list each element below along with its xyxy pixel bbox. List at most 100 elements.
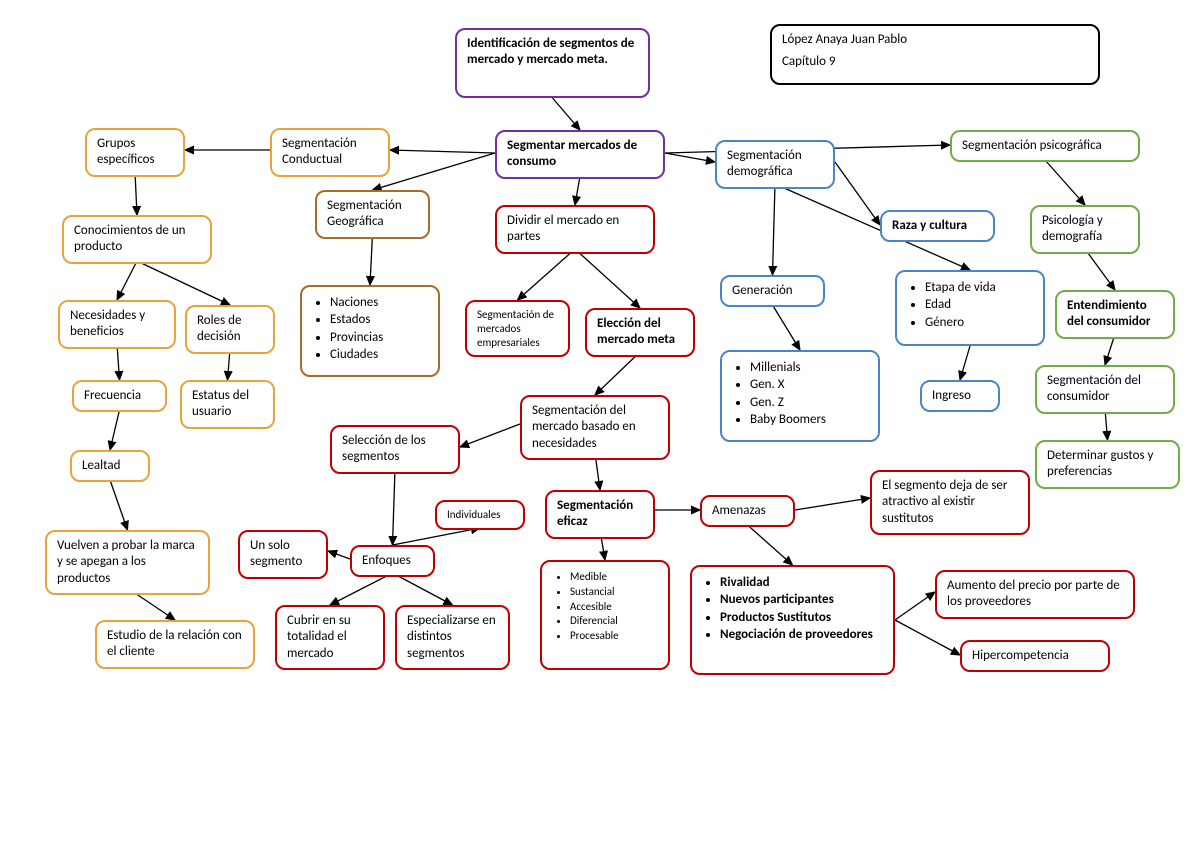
edge-seg_psico-psico_demo [1045, 160, 1085, 205]
node-seg_consumo: Segmentar mercados de consumo [495, 130, 665, 179]
edge-grupos-conoc [135, 172, 137, 215]
node-vuelven: Vuelven a probar la marca y se apegan a … [45, 530, 210, 595]
edge-entend-seg_cons [1105, 334, 1115, 365]
edge-enfoques-un_solo [328, 551, 350, 559]
node-title: Identificación de segmentos de mercado y… [455, 28, 650, 98]
edge-seg_consumo-seg_conduct [390, 150, 495, 153]
node-label: Especializarse en distintos segmentos [407, 613, 496, 661]
node-raza: Raza y cultura [880, 210, 995, 242]
node-especial: Especializarse en distintos segmentos [395, 605, 510, 670]
node-label: Estudio de la relación con el cliente [107, 628, 242, 659]
bullet: Accesible [570, 600, 658, 614]
node-grupos: Grupos específicos [85, 128, 185, 177]
node-label: Conocimientos de un producto [74, 223, 186, 254]
edge-conoc-roles [137, 261, 230, 305]
node-gen_list: MillenialsGen. XGen. ZBaby Boomers [720, 350, 880, 442]
node-label: Segmentar mercados de consumo [507, 138, 637, 169]
edge-amenazas-sustitutos [795, 498, 870, 510]
node-label: Generación [732, 283, 793, 298]
bullet: Naciones [330, 295, 428, 311]
edge-amenazas-amen_list [748, 525, 793, 565]
node-label: Segmentación del mercado basado en neces… [532, 403, 636, 451]
node-estatus: Estatus del usuario [180, 380, 275, 429]
node-sustitutos: El segmento deja de ser atractivo al exi… [870, 470, 1030, 535]
edge-seg_demo-generacion [773, 184, 776, 275]
edge-frecuencia-lealtad [110, 410, 120, 450]
node-label: Estatus del usuario [192, 388, 249, 419]
node-label: Segmentación del consumidor [1047, 373, 1141, 404]
node-seg_emp: Segmentación de mercados empresariales [465, 300, 570, 357]
node-estudio: Estudio de la relación con el cliente [95, 620, 255, 669]
node-label: Segmentación Conductual [282, 136, 357, 167]
bullet: Ciudades [330, 347, 428, 363]
node-author: López Anaya Juan PabloCapítulo 9 [770, 24, 1100, 85]
node-seg_neces: Segmentación del mercado basado en neces… [520, 395, 670, 460]
node-label: Determinar gustos y preferencias [1047, 448, 1153, 479]
bullet: Negociación de proveedores [720, 627, 883, 643]
node-generacion: Generación [720, 275, 825, 307]
node-aumento: Aumento del precio por parte de los prov… [935, 570, 1135, 619]
bullet: Provincias [330, 330, 428, 346]
edge-psico_demo-entend [1085, 249, 1115, 290]
node-un_solo: Un solo segmento [238, 530, 328, 579]
node-cubrir: Cubrir en su totalidad el mercado [275, 605, 385, 670]
node-eleccion: Elección del mercado meta [585, 308, 695, 357]
edge-eleccion-seg_neces [595, 352, 640, 395]
node-label: Roles de decisión [197, 313, 241, 344]
node-ingreso: Ingreso [920, 380, 1000, 412]
node-label: Hipercompetencia [972, 648, 1069, 663]
node-label: Segmentación de mercados empresariales [477, 308, 554, 349]
node-roles: Roles de decisión [185, 305, 275, 354]
node-label: Amenazas [712, 503, 766, 518]
node-determinar: Determinar gustos y preferencias [1035, 440, 1180, 489]
node-demo_list: Etapa de vidaEdadGénero [895, 270, 1045, 346]
edge-enfoques-cubrir [330, 573, 393, 605]
edge-seg_geo-geo_list [370, 234, 373, 285]
node-geo_list: NacionesEstados ProvinciasCiudades [300, 285, 440, 377]
node-seg_demo: Segmentación demográfica [715, 140, 835, 189]
edge-conoc-neces [117, 261, 137, 300]
node-seg_eficaz: Segmentación eficaz [545, 490, 655, 539]
node-label: Segmentación demográfica [727, 148, 802, 179]
bullet: Etapa de vida [925, 280, 1033, 296]
node-seg_cons: Segmentación del consumidor [1035, 365, 1175, 414]
bullet: Baby Boomers [750, 412, 868, 428]
edge-dividir-seg_emp [518, 249, 576, 300]
edge-neces-frecuencia [117, 344, 120, 380]
node-amen_list: RivalidadNuevos participantesProductos S… [690, 565, 895, 675]
node-label: Elección del mercado meta [597, 316, 675, 347]
node-label: Aumento del precio por parte de los prov… [947, 578, 1120, 609]
edge-enfoques-individuales [393, 528, 481, 545]
edge-seg_consumo-seg_demo [665, 153, 715, 162]
edge-lealtad-vuelven [110, 480, 128, 530]
node-seg_psico: Segmentación psicográfica [950, 130, 1140, 162]
node-neces: Necesidades y beneficios [58, 300, 176, 349]
node-label: Segmentación Geográfica [327, 198, 402, 229]
node-label: Selección de los segmentos [342, 433, 426, 464]
node-seg_geo: Segmentación Geográfica [315, 190, 430, 239]
node-label: Grupos específicos [97, 136, 155, 167]
bullet: Estados [330, 312, 428, 328]
node-label: Vuelven a probar la marca y se apegan a … [57, 538, 195, 586]
node-lealtad: Lealtad [70, 450, 150, 482]
bullet: Rivalidad [720, 575, 883, 591]
bullet: Sustancial [570, 585, 658, 599]
node-label: Psicología y demografía [1042, 213, 1103, 244]
edge-seg_cons-determinar [1105, 409, 1108, 440]
node-label: Segmentación psicográfica [962, 138, 1102, 153]
node-label: Raza y cultura [892, 218, 967, 233]
node-label: Segmentación eficaz [557, 498, 633, 529]
edge-seleccion-enfoques [393, 469, 396, 545]
node-label: Identificación de segmentos de mercado y… [467, 36, 634, 67]
node-label: Lealtad [82, 458, 120, 473]
bullet: Millenials [750, 360, 868, 376]
edge-seg_consumo-dividir [575, 176, 580, 205]
edge-generacion-gen_list [773, 305, 801, 350]
bullet: Procesable [570, 629, 658, 643]
node-label: Cubrir en su totalidad el mercado [287, 613, 351, 661]
node-seg_conduct: Segmentación Conductual [270, 128, 390, 177]
node-psico_demo: Psicología y demografía [1030, 205, 1140, 254]
node-eficaz_list: MedibleSustancialAccesibleDiferencialPro… [540, 560, 670, 670]
bullet: Productos Sustitutos [720, 610, 883, 626]
line: Capítulo 9 [782, 54, 1088, 70]
